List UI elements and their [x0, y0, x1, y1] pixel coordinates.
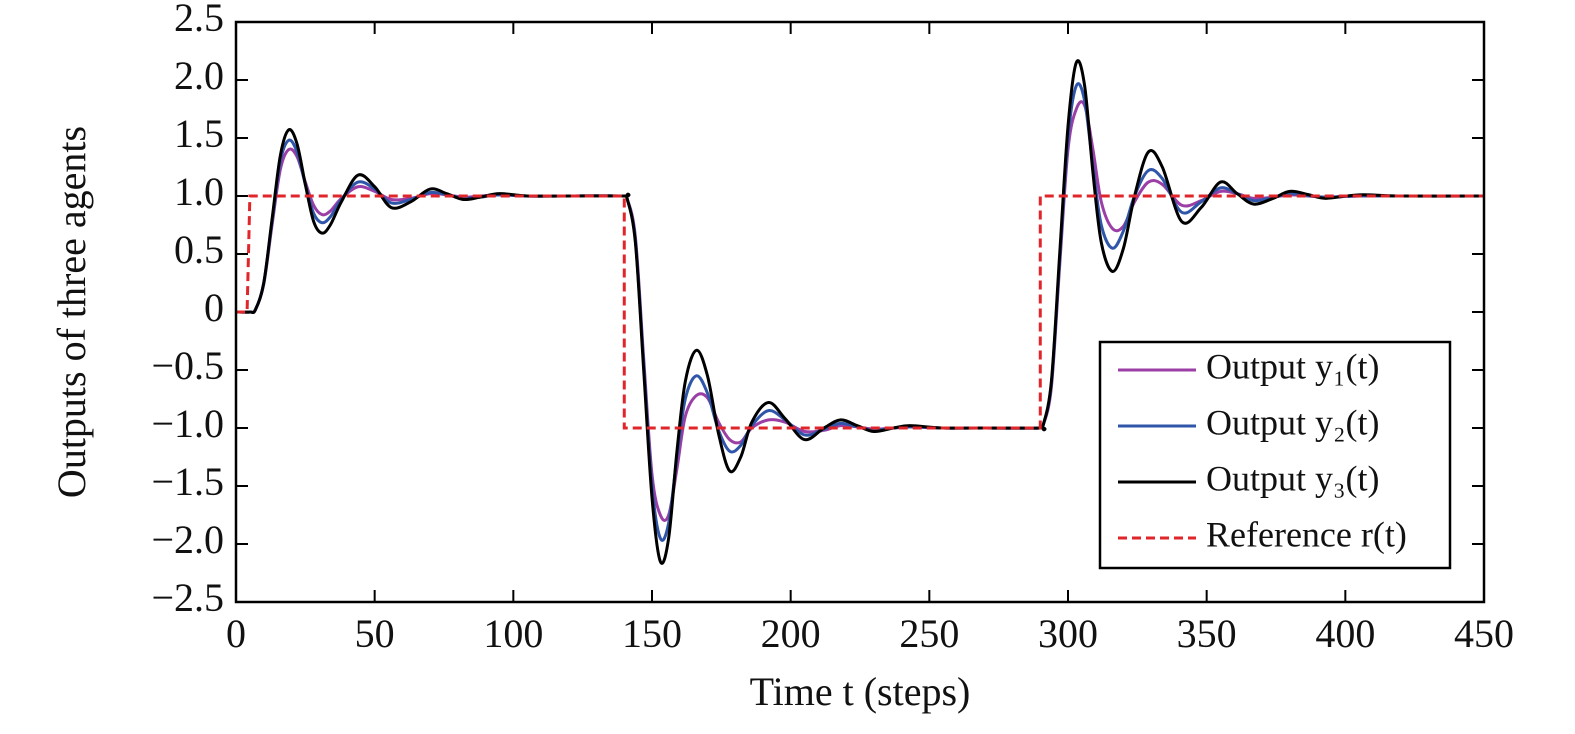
- legend-label: Output y₂(t): [1206, 402, 1380, 442]
- x-axis-label: Time t (steps): [750, 669, 971, 714]
- x-tick-label: 0: [226, 611, 246, 656]
- y-tick-label: 0.5: [174, 227, 224, 272]
- x-tick-label: 350: [1177, 611, 1237, 656]
- y-tick-label: 0: [204, 285, 224, 330]
- x-tick-label: 100: [483, 611, 543, 656]
- y-tick-label: 2.0: [174, 53, 224, 98]
- x-tick-label: 200: [761, 611, 821, 656]
- legend-label: Output y₁(t): [1206, 346, 1380, 386]
- y-tick-label: 1.0: [174, 169, 224, 214]
- x-tick-label: 400: [1315, 611, 1375, 656]
- legend-label: Reference r(t): [1206, 514, 1407, 554]
- y-tick-label: −0.5: [151, 343, 224, 388]
- series-line: [236, 59, 1484, 565]
- y-tick-label: −1.0: [151, 401, 224, 446]
- x-tick-label: 450: [1454, 611, 1514, 656]
- legend-box: [1098, 340, 1452, 570]
- x-tick-label: 150: [622, 611, 682, 656]
- y-tick-label: 1.5: [174, 111, 224, 156]
- plot-frame: [234, 20, 1486, 604]
- y-tick-label: 2.5: [174, 0, 224, 40]
- series-line: [236, 194, 1484, 430]
- y-tick-label: −1.5: [151, 459, 224, 504]
- x-tick-label: 300: [1038, 611, 1098, 656]
- y-tick-label: −2.0: [151, 517, 224, 562]
- x-tick-label: 250: [899, 611, 959, 656]
- y-axis-label: Outputs of three agents: [49, 126, 94, 498]
- y-tick-label: −2.5: [151, 575, 224, 620]
- x-tick-label: 50: [355, 611, 395, 656]
- legend-label: Output y₃(t): [1206, 458, 1380, 498]
